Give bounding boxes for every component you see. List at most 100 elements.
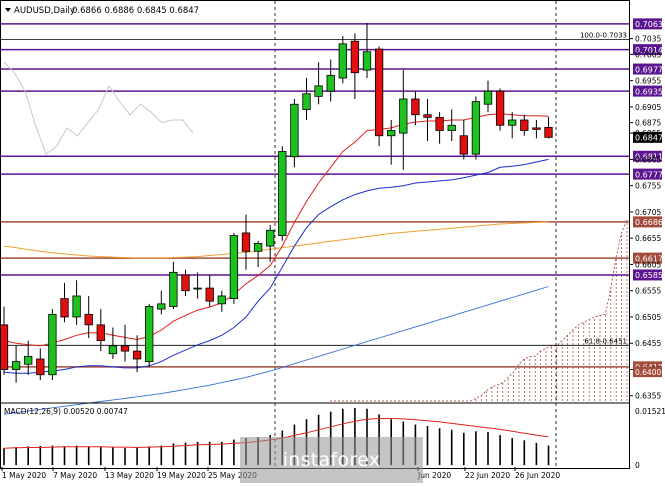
candle-13: [157, 290, 166, 315]
bull-candle-body: [157, 303, 166, 310]
candle-16: [193, 272, 202, 299]
candle-41: [495, 88, 505, 131]
candle-39: [471, 96, 481, 160]
x-tick-label-1: 7 May 2020: [53, 471, 97, 480]
bear-candle-body: [36, 358, 45, 376]
bull-candle-body: [314, 85, 323, 97]
x-tick-label-4: 25 May 2020: [208, 471, 257, 480]
bull-candle-body: [447, 124, 456, 131]
bull-candle-body: [483, 90, 493, 105]
bull-candle-body: [217, 295, 226, 305]
candle-44: [532, 119, 541, 139]
vertical-grid: [274, 1, 557, 467]
bull-candle-body: [326, 74, 335, 92]
candle-25: [302, 77, 311, 120]
candle-24: [290, 98, 299, 168]
bear-candle-body: [520, 119, 529, 131]
bear-candle-body: [423, 114, 432, 118]
bull-candle-body: [145, 306, 154, 363]
candle-23: [278, 146, 287, 241]
bull-candle-body: [108, 345, 118, 355]
bear-candle-body: [459, 135, 468, 155]
extra-price-tag: [633, 367, 662, 378]
level-tag-text-2: 0.6977: [635, 65, 663, 74]
bear-candle-body: [544, 126, 553, 138]
x-tick-label-5: Jun 2020: [417, 471, 451, 480]
bull-candle-body: [362, 51, 372, 71]
bull-candle-body: [471, 101, 481, 155]
bull-candle-body: [508, 119, 517, 126]
candle-22: [266, 225, 275, 262]
red-ma-line: [3, 113, 549, 347]
candle-35: [423, 98, 432, 142]
candle-33: [399, 70, 408, 170]
candle-29: [350, 33, 360, 99]
candle-36: [435, 112, 444, 144]
fibo-top-label: 100.0-0.7033: [580, 32, 627, 40]
level-tag-4: [633, 150, 662, 162]
bull-candle-body: [24, 355, 33, 365]
price-axis: 0.7063 0.7014 0.6977 0.6935 0.6811 0.6777 0.66…: [0, 0, 663, 469]
candle-43: [520, 114, 529, 136]
bull-candle-body: [278, 151, 287, 236]
bull-candle-body: [169, 271, 178, 307]
candle-0: [0, 306, 9, 375]
bear-candle-body: [96, 324, 105, 341]
y-tick-label-2: 0.6955: [635, 77, 661, 86]
chart-header: AUDUSD,Daily 0.6866 0.6886 0.6845 0.6847: [5, 6, 199, 16]
gray-envelope-line: [3, 61, 194, 155]
level-tag-3: [633, 85, 662, 97]
blue-ma-line: [3, 158, 549, 374]
candle-26: [314, 62, 323, 105]
candle-45: [544, 116, 553, 139]
bear-candle-body: [132, 350, 142, 360]
x-tick-label-6: 22 Jun 2020: [465, 471, 510, 480]
ohlc-label: 0.6866 0.6886 0.6845 0.6847: [72, 6, 199, 16]
dropdown-arrow-icon[interactable]: [5, 8, 11, 12]
bear-candle-body: [532, 127, 541, 130]
y-tick-label-7: 0.6755: [635, 182, 661, 191]
candle-21: [253, 240, 263, 268]
bear-candle-body: [435, 116, 444, 131]
candle-18: [217, 290, 226, 312]
bull-candle-body: [193, 287, 202, 290]
current-price-tag: [633, 131, 662, 143]
x-tick-label-0: 1 May 2020: [2, 471, 46, 480]
level-tag-text-7: 0.6617: [635, 254, 663, 263]
bull-candle-body: [338, 43, 347, 79]
y-tick-label-15: 0.6355: [635, 392, 661, 401]
cloud-edge: [330, 219, 628, 402]
bear-candle-body: [181, 274, 190, 292]
candle-37: [447, 109, 456, 142]
y-tick-label-3: 0.6905: [635, 103, 661, 112]
candle-9: [108, 327, 118, 359]
level-tag-text-1: 0.7014: [635, 46, 663, 55]
bear-candle-body: [0, 324, 9, 370]
x-tick-label-7: 26 Jun 2020: [515, 471, 560, 480]
time-axis: 1 May 2020 7 May 2020 13 May 2020 19 May 20…: [1, 467, 560, 480]
candle-12: [145, 303, 154, 367]
candle-40: [483, 80, 493, 113]
macd-tick-zero: 0: [635, 461, 640, 470]
symbol-label: AUDUSD,Daily: [14, 6, 75, 16]
candle-28: [338, 35, 347, 84]
slow-blue-ma-line: [3, 286, 549, 415]
candle-15: [181, 269, 190, 296]
y-tick-label-11: 0.6555: [635, 287, 661, 296]
level-tag-text-3: 0.6935: [635, 87, 663, 96]
candles-layer: [0, 22, 553, 383]
candle-11: [132, 335, 142, 373]
bull-candle-body: [387, 130, 396, 137]
bull-candle-body: [11, 361, 21, 370]
horizontal-levels: 100.0-0.7033 61.8-0.6451: [0, 23, 629, 368]
indicator-lines: [3, 61, 549, 415]
candle-5: [60, 282, 69, 323]
bear-candle-body: [411, 98, 420, 116]
candle-8: [96, 309, 105, 352]
candle-20: [241, 214, 251, 270]
bear-candle-body: [495, 90, 505, 126]
y-tick-label-9: 0.6655: [635, 234, 661, 243]
bull-candle-body: [399, 98, 408, 134]
level-tag-8: [633, 269, 662, 281]
